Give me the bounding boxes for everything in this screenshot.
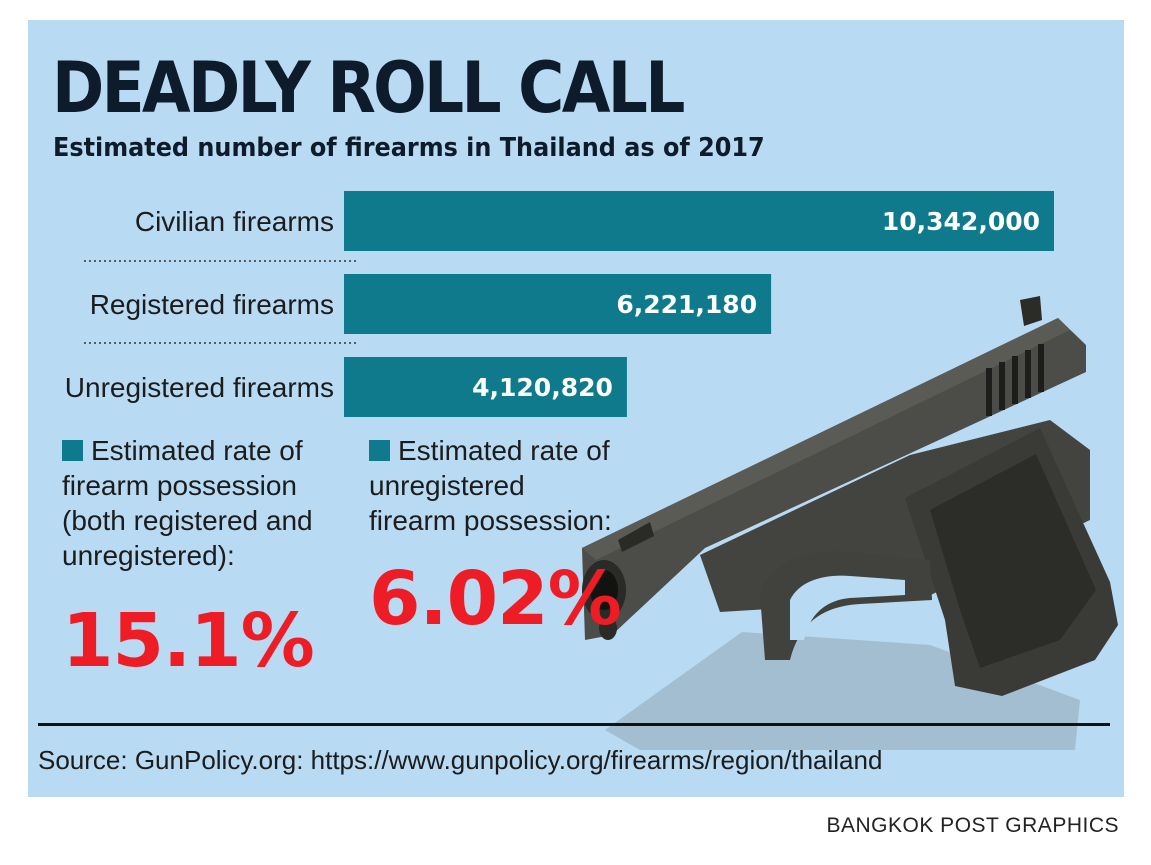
source-note: Source: GunPolicy.org: https://www.gunpo… bbox=[38, 745, 883, 775]
stat-unregistered-rate: Estimated rate of unregistered firearm p… bbox=[369, 433, 622, 639]
bar-group: 10,342,000 Civilian firearms 6,221,180 Regi… bbox=[65, 191, 1054, 417]
category-label: Registered firearms bbox=[90, 289, 334, 320]
bar-2 bbox=[344, 274, 772, 334]
bar-value-label: 10,342,000 bbox=[882, 207, 1040, 236]
bar-value-label: 4,120,820 bbox=[472, 373, 613, 402]
stat-unregistered-rate-value: 6.02% bbox=[369, 556, 622, 642]
stat-unregistered-rate-label: Estimated rate of unregistered firearm p… bbox=[369, 435, 612, 536]
stat-total-rate-value: 15.1% bbox=[62, 598, 315, 684]
bar-value-label: 6,221,180 bbox=[616, 290, 757, 319]
category-label: Civilian firearms bbox=[135, 206, 334, 237]
graphics-credit: BANGKOK POST GRAPHICS bbox=[826, 814, 1119, 837]
bar-3 bbox=[344, 357, 627, 417]
chart-subtitle: Estimated number of firearms in Thailand… bbox=[53, 133, 765, 163]
legend-swatch bbox=[62, 440, 83, 461]
chart-title: DEADLY ROLL CALL bbox=[52, 47, 685, 129]
stat-total-rate-label: Estimated rate of firearm possession (bo… bbox=[62, 435, 313, 571]
category-label: Unregistered firearms bbox=[65, 372, 334, 403]
footer-rule bbox=[38, 723, 1110, 726]
pistol-icon bbox=[582, 296, 1118, 750]
stat-total-rate: Estimated rate of firearm possession (bo… bbox=[62, 433, 317, 681]
legend-swatch bbox=[369, 440, 390, 461]
bar-1 bbox=[344, 191, 1054, 251]
